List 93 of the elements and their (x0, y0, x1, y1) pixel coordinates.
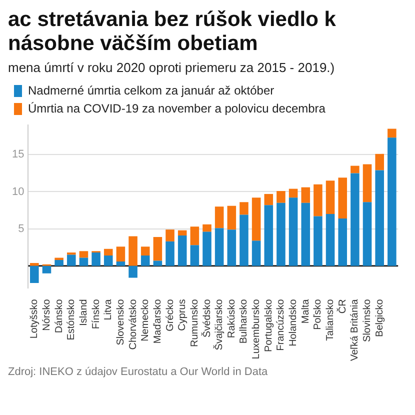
bar (326, 180, 335, 214)
x-tick-label: Island (78, 299, 90, 326)
y-tick-label: 15 (12, 148, 24, 161)
bar (240, 202, 248, 215)
bar (140, 246, 150, 256)
x-tick-label: Veľká Británia (350, 298, 361, 362)
bar (240, 214, 248, 266)
bar (54, 260, 64, 266)
bar (314, 184, 322, 216)
x-tick-label: Poľsko (312, 298, 324, 330)
x-tick-label: Belgicko (374, 298, 386, 337)
bar (252, 240, 261, 266)
x-tick-label: Slovensko (115, 298, 126, 346)
bar (362, 164, 372, 202)
bar (42, 266, 52, 274)
bar (301, 187, 310, 203)
bar (388, 138, 396, 266)
bar (166, 241, 174, 266)
bar (116, 261, 126, 266)
x-tick-label: Litva (103, 298, 114, 320)
x-tick-label: Holandsko (288, 298, 300, 346)
bar (276, 191, 286, 203)
bar (190, 245, 200, 266)
bar (214, 206, 224, 228)
bar (30, 262, 39, 266)
bar (362, 202, 372, 266)
bar (227, 230, 236, 266)
x-tick-label: Taliansko (325, 298, 336, 341)
bar (301, 202, 310, 266)
x-tick-label: Fínsko (90, 298, 102, 330)
bar (190, 226, 200, 246)
x-tick-label: Portugalsko (263, 298, 274, 352)
bar (178, 236, 187, 266)
bar (314, 216, 322, 266)
x-tick-label: Švédsko (200, 298, 213, 338)
y-tick-label: 5 (18, 222, 24, 235)
bar (79, 251, 88, 258)
bar (375, 170, 384, 266)
x-tick-label: Rumunsko (189, 298, 200, 347)
bar (264, 205, 274, 266)
bar (30, 266, 39, 283)
x-tick-label: Grécko (164, 298, 176, 332)
x-tick-label: Nemecko (140, 298, 152, 342)
x-tick-label: Slovinsko (362, 298, 374, 342)
bar (288, 188, 298, 198)
bar (338, 218, 348, 266)
legend-label: Nadmerné úmrtia celkom za január až október (28, 83, 274, 98)
y-tick-label: 10 (12, 186, 24, 198)
bar (326, 214, 335, 266)
x-tick-label: ČR (336, 299, 348, 314)
chart-subtitle: mena úmrtí v roku 2020 oproti priemeru za 2015 - 2019.) (8, 60, 336, 75)
bar (338, 178, 348, 218)
bar (153, 260, 162, 266)
chart-title: ac stretávania bez rúšok viedlo k násobne väčším obetiam (8, 8, 337, 56)
bar (227, 206, 236, 230)
bar (214, 228, 224, 266)
x-tick-label: Malta (300, 298, 312, 324)
bar (79, 258, 88, 266)
x-tick-label: Francúzsko (276, 298, 287, 351)
bar (252, 198, 261, 241)
bar (388, 128, 396, 138)
bar (128, 266, 138, 278)
bar (350, 166, 360, 174)
text: Zdroj: INEKO z údajov Eurostatu a Our World in Data (8, 366, 269, 378)
x-tick-label: Lotyšsko (29, 298, 40, 339)
bar (276, 202, 286, 266)
bar (350, 173, 360, 266)
bar (153, 236, 162, 261)
bar (104, 256, 113, 266)
x-tick-label: Luxembursko (251, 298, 262, 360)
bar (202, 224, 212, 232)
bar (288, 198, 298, 266)
bar (202, 232, 212, 266)
bar (104, 248, 113, 256)
x-tick-label: Estónsko (66, 298, 78, 340)
bar (128, 236, 138, 266)
x-tick-label: Švajčiarsko (213, 298, 226, 350)
x-tick-label: Bulharsko (238, 298, 250, 344)
x-tick-label: Dánsko (54, 298, 65, 334)
bar (92, 252, 100, 266)
bar (264, 194, 274, 206)
bar (178, 230, 187, 236)
bar (66, 254, 76, 266)
x-tick-label: Nórsko (41, 298, 52, 331)
bar (375, 154, 384, 170)
bar (166, 230, 174, 242)
x-tick-label: Cyprus (177, 299, 188, 331)
x-tick-label: Rakúsko (226, 298, 238, 338)
legend-label: Úmrtia na COVID-19 za november a polovicu decembra (28, 101, 326, 116)
bar (116, 246, 126, 262)
x-tick-label: Maďarsko (152, 298, 164, 344)
bar (140, 256, 150, 266)
x-tick-label: Chorvátsko (128, 298, 139, 350)
